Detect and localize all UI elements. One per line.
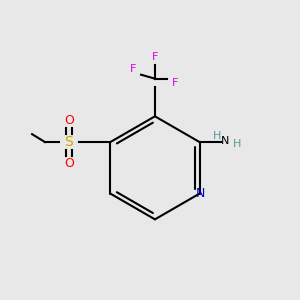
Text: H: H — [233, 139, 242, 149]
Text: N: N — [196, 187, 205, 200]
Text: O: O — [64, 158, 74, 170]
Text: F: F — [172, 78, 178, 88]
Text: N: N — [221, 136, 230, 146]
Text: F: F — [152, 52, 158, 62]
Text: H: H — [213, 131, 222, 141]
Text: O: O — [64, 114, 74, 127]
Text: F: F — [130, 64, 136, 74]
Text: S: S — [64, 135, 73, 149]
